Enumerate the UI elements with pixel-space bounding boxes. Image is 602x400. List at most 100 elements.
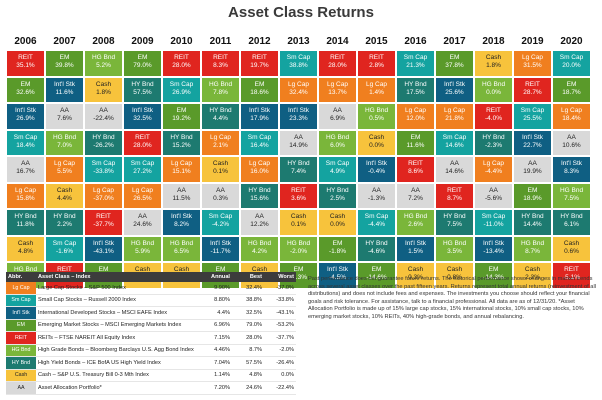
quilt-cell: Lg Cap 13.7% bbox=[318, 76, 357, 103]
cell-asset-label: Lg Cap bbox=[444, 107, 465, 114]
quilt-cell: REIT 28.7% bbox=[513, 76, 552, 103]
cell-asset-label: AA bbox=[60, 107, 69, 114]
cell-return-value: -11.7% bbox=[210, 247, 231, 255]
cell-return-value: -14.3% bbox=[483, 274, 504, 281]
quilt-cell: HY Bnd 14.4% bbox=[513, 209, 552, 236]
cell-asset-label: Lg Cap bbox=[327, 80, 348, 88]
cell-return-value: -13.4% bbox=[483, 247, 504, 255]
quilt-cell: Sm Cap -4.4% bbox=[357, 209, 396, 236]
cell-return-value: 13.7% bbox=[328, 88, 347, 96]
cell-asset-label: REIT bbox=[408, 160, 423, 167]
cell-return-value: 8.2% bbox=[174, 221, 189, 228]
cell-return-value: 19.9% bbox=[523, 168, 542, 175]
legend-index-name: Asset Allocation Portfolio* bbox=[36, 381, 200, 395]
quilt-cell: AA 12.2% bbox=[240, 209, 279, 236]
quilt-cell: Lg Cap 31.5% bbox=[513, 50, 552, 77]
legend-best: 32.5% bbox=[232, 306, 264, 320]
cell-asset-label: Int'l Stk bbox=[326, 266, 349, 273]
cell-return-value: 17.9% bbox=[250, 115, 269, 122]
cell-asset-label: REIT bbox=[564, 266, 579, 273]
cell-asset-label: Lg Cap bbox=[132, 186, 153, 194]
cell-return-value: 38.8% bbox=[289, 62, 308, 69]
cell-asset-label: Cash bbox=[446, 266, 463, 273]
cell-return-value: 5.2% bbox=[96, 62, 111, 69]
quilt-cell: REIT 2.8% bbox=[357, 50, 396, 77]
cell-return-value: 32.4% bbox=[289, 88, 308, 96]
cell-asset-label: EM bbox=[371, 266, 382, 273]
cell-asset-label: REIT bbox=[57, 266, 72, 273]
cell-asset-label: AA bbox=[99, 107, 108, 114]
cell-asset-label: Cash bbox=[17, 239, 34, 247]
cell-asset-label: EM bbox=[137, 54, 148, 61]
legend-header-abbr: Abbr. bbox=[6, 272, 36, 282]
cell-asset-label: AA bbox=[528, 160, 537, 167]
cell-return-value: 28.7% bbox=[523, 88, 542, 96]
cell-return-value: 7.5% bbox=[447, 221, 462, 228]
cell-return-value: 4.2% bbox=[252, 247, 267, 255]
legend-best: 4.8% bbox=[232, 369, 264, 382]
cell-asset-label: Int'l Stk bbox=[170, 213, 193, 220]
returns-quilt-chart: 2006 REIT 35.1% EM 32.6% Int'l Stk 26.9% Sm Cap… bbox=[6, 34, 591, 294]
cell-return-value: 32.6% bbox=[16, 88, 35, 96]
cell-return-value: 22.7% bbox=[523, 141, 542, 149]
quilt-cell: REIT 28.0% bbox=[123, 129, 162, 156]
quilt-cell: Int'l Stk 11.6% bbox=[45, 76, 84, 103]
quilt-cell: Lg Cap 32.4% bbox=[279, 76, 318, 103]
legend-annual: 7.20% bbox=[200, 381, 232, 395]
legend-worst: -37.0% bbox=[264, 282, 296, 295]
cell-asset-label: HY Bnd bbox=[131, 80, 154, 88]
quilt-cell: Int'l Stk -4.5% bbox=[318, 262, 357, 289]
quilt-cell: AA 7.2% bbox=[396, 182, 435, 209]
cell-return-value: -2.0% bbox=[290, 247, 307, 255]
quilt-cell: Int'l Stk 25.6% bbox=[435, 76, 474, 103]
quilt-cell: Int'l Stk 22.7% bbox=[513, 129, 552, 156]
chart-title: Asset Class Returns bbox=[228, 4, 374, 21]
quilt-cell: AA -1.3% bbox=[357, 182, 396, 209]
legend-best: 28.0% bbox=[232, 331, 264, 345]
cell-return-value: 32.5% bbox=[133, 115, 152, 122]
quilt-cell: HG Bnd 7.0% bbox=[45, 129, 84, 156]
legend-annual: 7.15% bbox=[200, 331, 232, 345]
cell-asset-label: HY Bnd bbox=[248, 186, 271, 194]
quilt-cell: REIT 28.0% bbox=[318, 50, 357, 77]
cell-asset-label: HG Bnd bbox=[13, 266, 38, 273]
cell-return-value: 8.3% bbox=[564, 168, 579, 175]
quilt-cell: Int'l Stk -13.4% bbox=[474, 235, 513, 262]
cell-return-value: -43.1% bbox=[93, 247, 114, 255]
cell-asset-label: HG Bnd bbox=[52, 133, 77, 141]
legend-annual: 9.90% bbox=[200, 282, 232, 295]
quilt-cell: Sm Cap 21.3% bbox=[396, 50, 435, 77]
cell-return-value: -2.3% bbox=[485, 141, 502, 149]
cell-return-value: 7.4% bbox=[291, 168, 306, 175]
legend-row: Lg Cap Large Cap Stocks – S&P 500 Index 9.… bbox=[6, 282, 296, 295]
legend-worst: -43.1% bbox=[264, 306, 296, 320]
quilt-cell: HY Bnd -2.3% bbox=[474, 129, 513, 156]
quilt-cell: Lg Cap 15.8% bbox=[6, 182, 45, 209]
quilt-cell: HG Bnd 6.5% bbox=[162, 235, 201, 262]
legend-annual: 8.80% bbox=[200, 294, 232, 307]
quilt-cell: AA 0.3% bbox=[201, 182, 240, 209]
cell-asset-label: EM bbox=[332, 239, 343, 247]
cell-asset-label: Lg Cap bbox=[288, 80, 309, 88]
cell-asset-label: HY Bnd bbox=[53, 213, 76, 220]
quilt-cell: HG Bnd 7.8% bbox=[201, 76, 240, 103]
cell-return-value: 1.8% bbox=[96, 88, 111, 96]
cell-return-value: 19.2% bbox=[172, 115, 191, 122]
quilt-cell: Int'l Stk -0.4% bbox=[357, 156, 396, 183]
quilt-cell: HY Bnd -4.6% bbox=[357, 235, 396, 262]
quilt-cell: REIT -37.7% bbox=[84, 209, 123, 236]
cell-asset-label: EM bbox=[176, 107, 187, 114]
cell-return-value: 12.0% bbox=[406, 115, 425, 122]
year-header: 2013 bbox=[287, 36, 310, 47]
cell-asset-label: REIT bbox=[213, 54, 228, 61]
quilt-cell: AA 16.7% bbox=[6, 156, 45, 183]
quilt-cell: REIT 28.0% bbox=[162, 50, 201, 77]
cell-asset-label: Cash bbox=[368, 133, 385, 141]
cell-asset-label: EM bbox=[20, 80, 31, 88]
quilt-cell: Int'l Stk 8.3% bbox=[552, 156, 591, 183]
cell-return-value: 1.5% bbox=[408, 247, 423, 255]
cell-return-value: 8.7% bbox=[525, 247, 540, 255]
legend-swatch-abbr: HY Bnd bbox=[6, 356, 36, 370]
cell-asset-label: Sm Cap bbox=[403, 54, 428, 61]
cell-return-value: 25.5% bbox=[523, 115, 542, 122]
